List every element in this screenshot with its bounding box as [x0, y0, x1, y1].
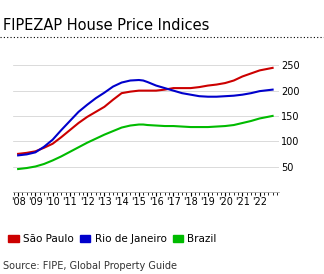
- Text: Source: FIPE, Global Property Guide: Source: FIPE, Global Property Guide: [3, 261, 177, 271]
- Text: FIPEZAP House Price Indices: FIPEZAP House Price Indices: [3, 18, 210, 33]
- Legend: São Paulo, Rio de Janeiro, Brazil: São Paulo, Rio de Janeiro, Brazil: [8, 234, 217, 244]
